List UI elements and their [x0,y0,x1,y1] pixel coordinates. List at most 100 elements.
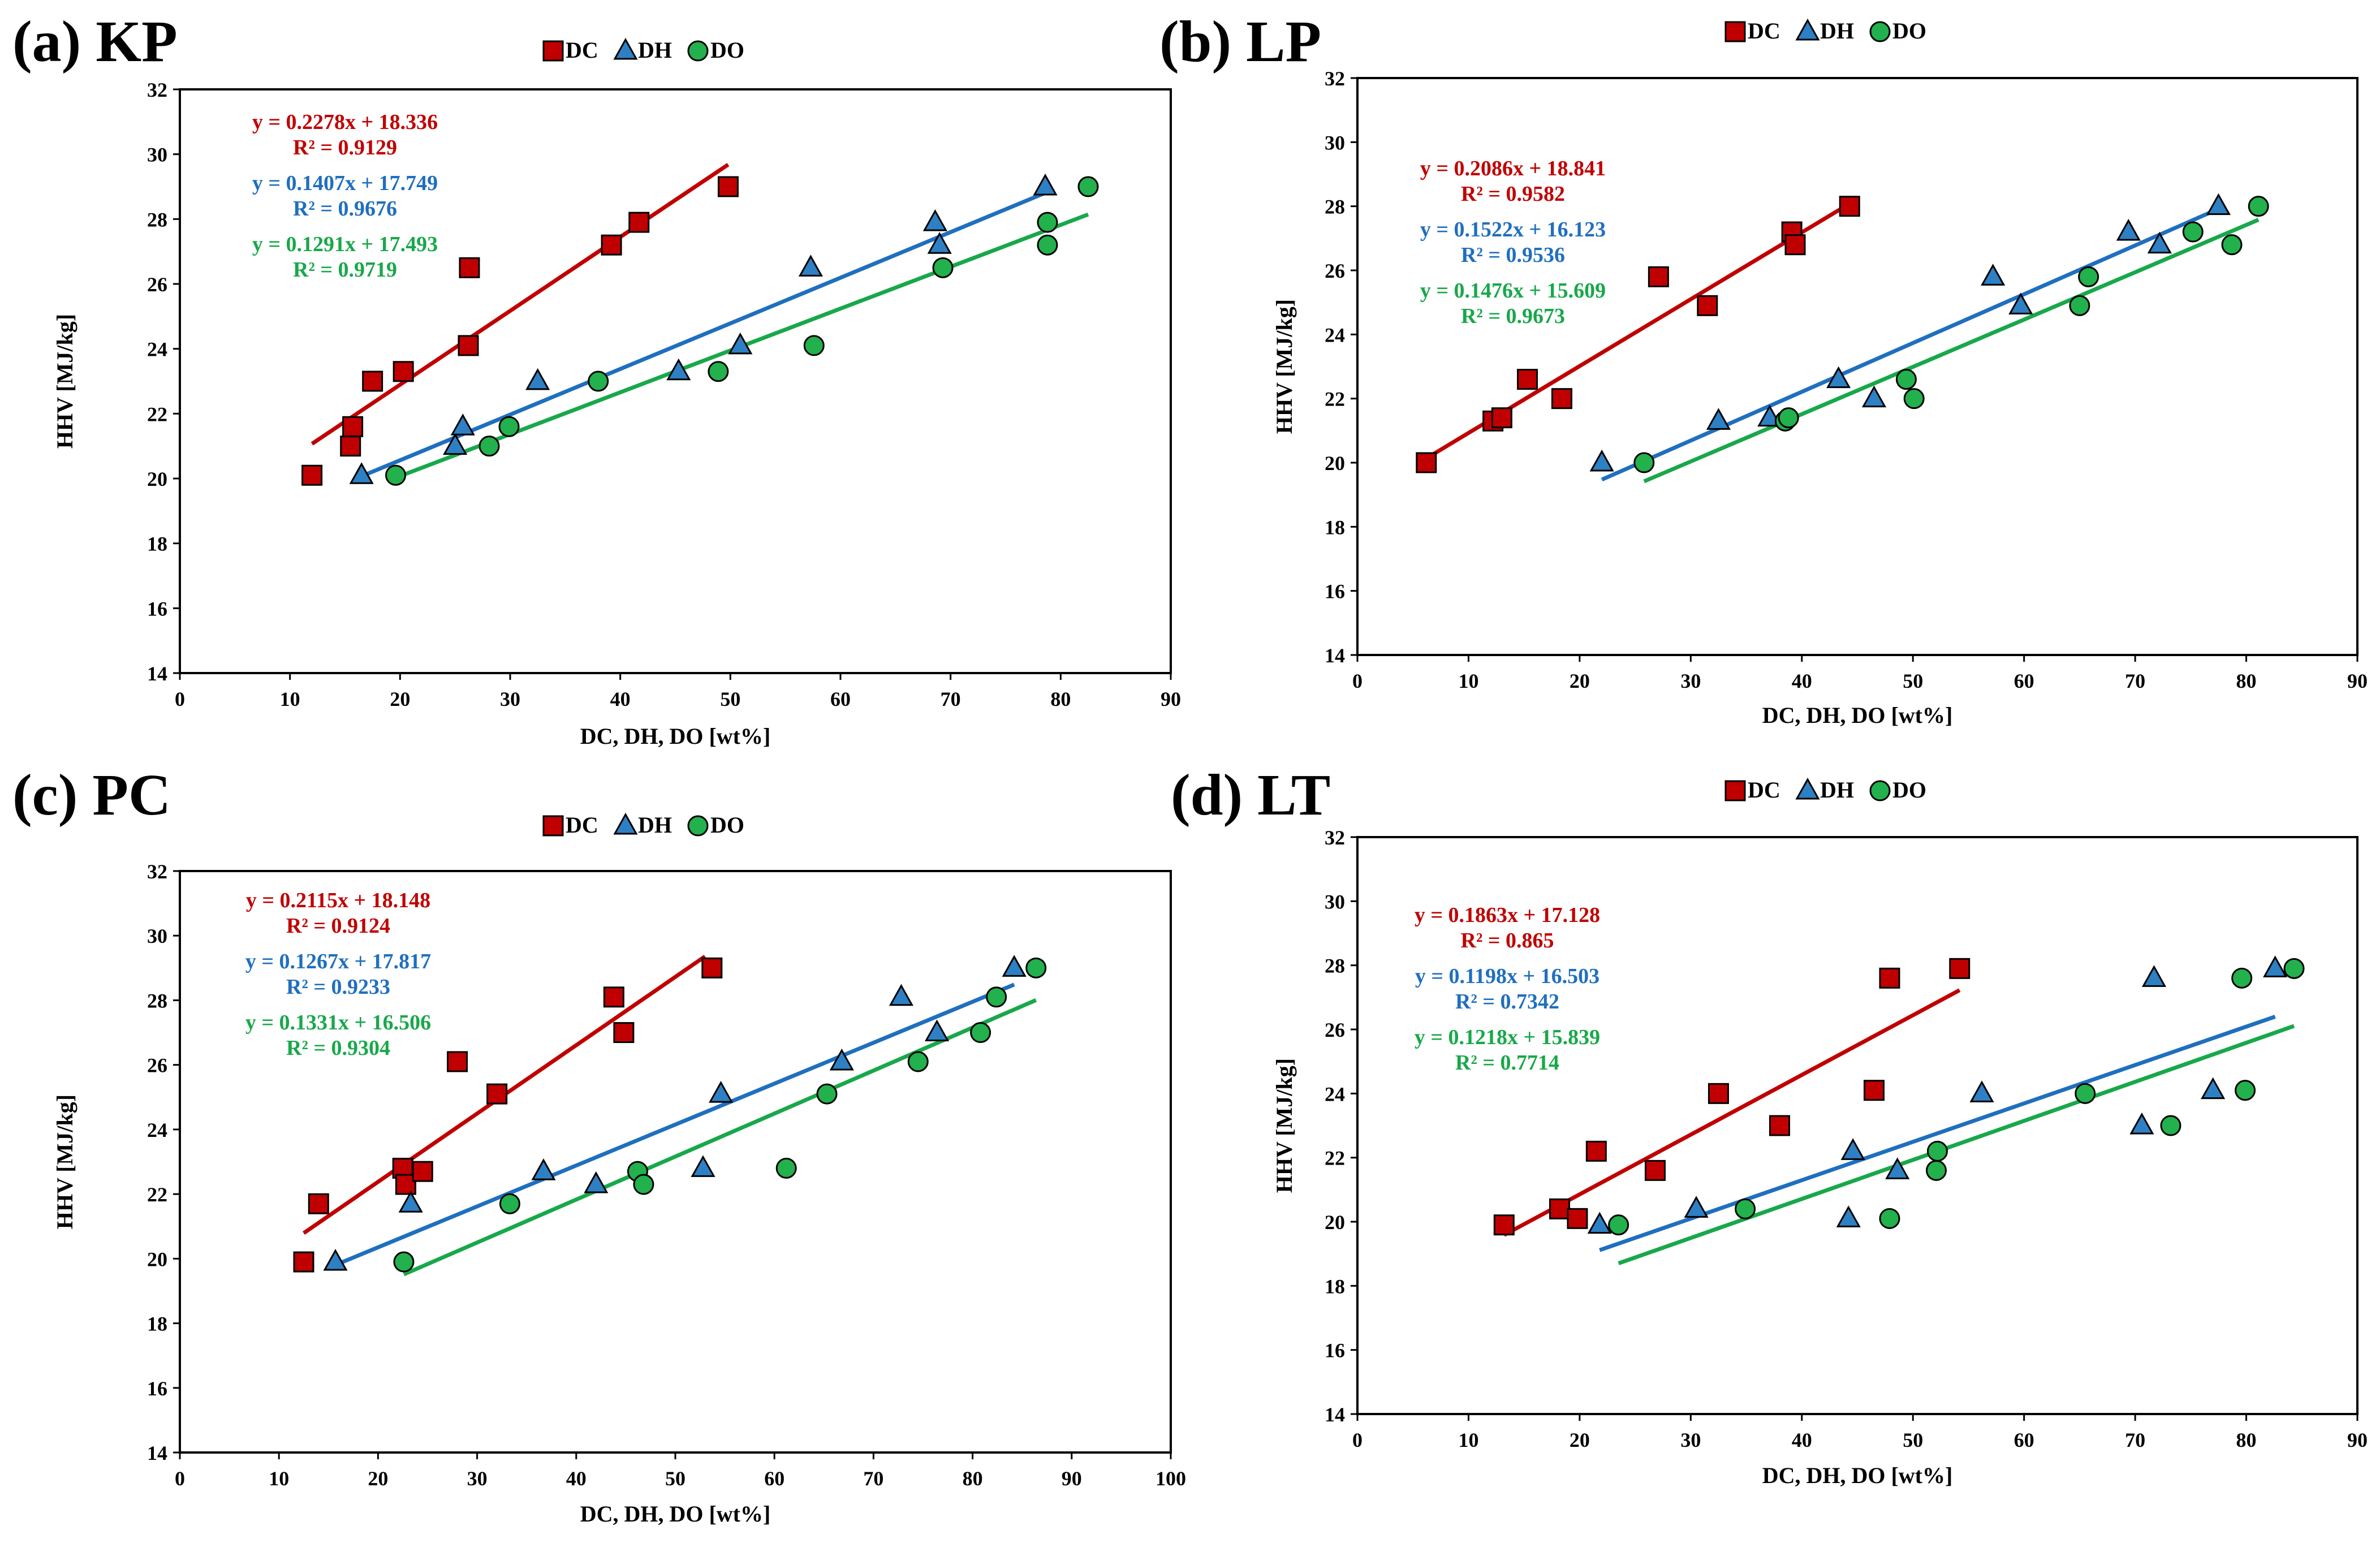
y-tick-label: 30 [1325,890,1345,913]
y-tick-label: 14 [1325,1403,1345,1426]
x-tick-label: 60 [2014,1429,2034,1451]
data-point-dh [709,1080,734,1103]
x-tick-label: 50 [1903,1429,1923,1451]
x-tick-label: 10 [269,1467,289,1490]
data-point-do [2221,234,2243,256]
data-point-dc [1493,1214,1515,1236]
data-point-do [478,436,500,457]
equation-dc: y = 0.1863x + 17.128 [1415,903,1600,927]
data-point-dh [691,1155,715,1177]
x-axis-label: DC, DH, DO [wt%] [1762,702,1953,728]
data-point-dc [613,1022,635,1044]
trendline-do [1643,218,2260,484]
data-point-dc [393,361,414,382]
x-tick-label: 0 [175,1467,185,1490]
data-point-do [2069,295,2090,316]
x-tick-label: 70 [863,1467,883,1490]
x-tick-label: 10 [1458,1429,1478,1451]
y-tick-label: 18 [1325,1275,1345,1298]
x-tick-label: 90 [2347,670,2368,692]
data-point-dh [2201,1077,2226,1100]
y-tick-label: 32 [147,79,167,101]
legend-marker-dc [542,40,564,62]
data-point-dh [829,1048,854,1071]
equation-dh: y = 0.1522x + 16.123 [1420,218,1606,242]
r-squared-do: R² = 0.9304 [286,1036,390,1060]
r-squared-dh: R² = 0.9536 [1461,243,1565,267]
trendline-dh [334,982,1015,1267]
trendline-dc [311,163,730,446]
x-tick-label: 90 [1161,688,1181,710]
legend-label-dc: DC [1748,18,1780,44]
legend-marker-dh [613,812,638,835]
y-tick-label: 32 [1325,826,1345,849]
y-tick-label: 32 [1325,67,1345,90]
data-point-dh [443,433,468,455]
legend-label-dh: DH [1820,18,1854,44]
data-point-dc [701,957,723,979]
data-point-dc [1648,266,1669,287]
r-squared-dh: R² = 0.9233 [286,975,390,999]
data-point-dc [308,1193,329,1214]
equation-dc: y = 0.2278x + 18.336 [252,110,438,134]
data-point-dh [349,462,374,484]
data-point-dh [798,255,823,277]
y-tick-label: 28 [1325,196,1345,218]
data-point-dc [1769,1115,1790,1136]
y-axis-label: HHV [MJ/kg] [1271,1058,1297,1193]
x-tick-label: 10 [1458,670,1478,692]
y-axis-label: HHV [MJ/kg] [52,1094,77,1229]
legend-marker-dh [1795,18,1820,41]
x-tick-label: 30 [467,1467,488,1490]
data-point-dh [889,984,914,1006]
legend-marker-dc [1724,780,1746,801]
legend-label-do: DO [710,812,744,838]
equation-do: y = 0.1476x + 15.609 [1420,279,1606,303]
data-point-dh [1840,1138,1865,1160]
y-tick-label: 18 [147,533,167,555]
legend-marker-dh [613,37,638,60]
r-squared-do: R² = 0.9719 [293,258,397,282]
x-tick-label: 90 [2347,1429,2368,1451]
x-tick-label: 30 [500,688,520,710]
data-point-do [1926,1140,1948,1162]
data-point-do [1037,212,1058,233]
y-tick-label: 24 [147,338,167,361]
y-tick-label: 14 [147,662,167,685]
y-tick-label: 22 [147,403,167,425]
y-tick-label: 16 [147,597,167,620]
data-point-do [1895,369,1917,390]
data-point-dh [2147,231,2172,254]
data-point-dc [486,1083,508,1105]
data-point-dh [1587,1212,1612,1234]
y-tick-label: 30 [1325,131,1345,154]
r-squared-dh: R² = 0.9676 [293,197,397,221]
x-tick-label: 30 [1680,1429,1701,1451]
x-tick-label: 70 [941,688,961,710]
y-axis-label: HHV [MJ/kg] [1271,299,1297,434]
data-point-do [2182,221,2204,243]
data-point-do [633,1174,654,1195]
legend-label-dc: DC [566,812,598,838]
data-point-dh [1706,408,1731,430]
panel-d-title: (d) LT [1171,762,1330,827]
equation-do: y = 0.1218x + 15.839 [1415,1025,1600,1049]
x-tick-label: 40 [610,688,631,710]
x-tick-label: 0 [1352,1429,1363,1451]
y-axis-label: HHV [MJ/kg] [52,314,77,449]
legend-label-dc: DC [566,37,598,63]
x-tick-label: 90 [1062,1467,1082,1490]
legend: DC DH DO [542,37,744,63]
data-point-dh [1826,366,1851,389]
data-point-do [2075,1083,2096,1104]
x-tick-label: 40 [1792,1429,1812,1451]
x-tick-label: 100 [1155,1467,1186,1490]
x-axis-label: DC, DH, DO [wt%] [580,1501,771,1527]
y-tick-label: 20 [1325,452,1345,475]
r-squared-dc: R² = 0.9129 [293,136,397,160]
trendline-dh [360,191,1046,479]
y-tick-label: 22 [1325,388,1345,411]
y-tick-label: 30 [147,925,167,947]
x-tick-label: 10 [280,688,300,710]
y-tick-label: 26 [1325,1019,1345,1041]
